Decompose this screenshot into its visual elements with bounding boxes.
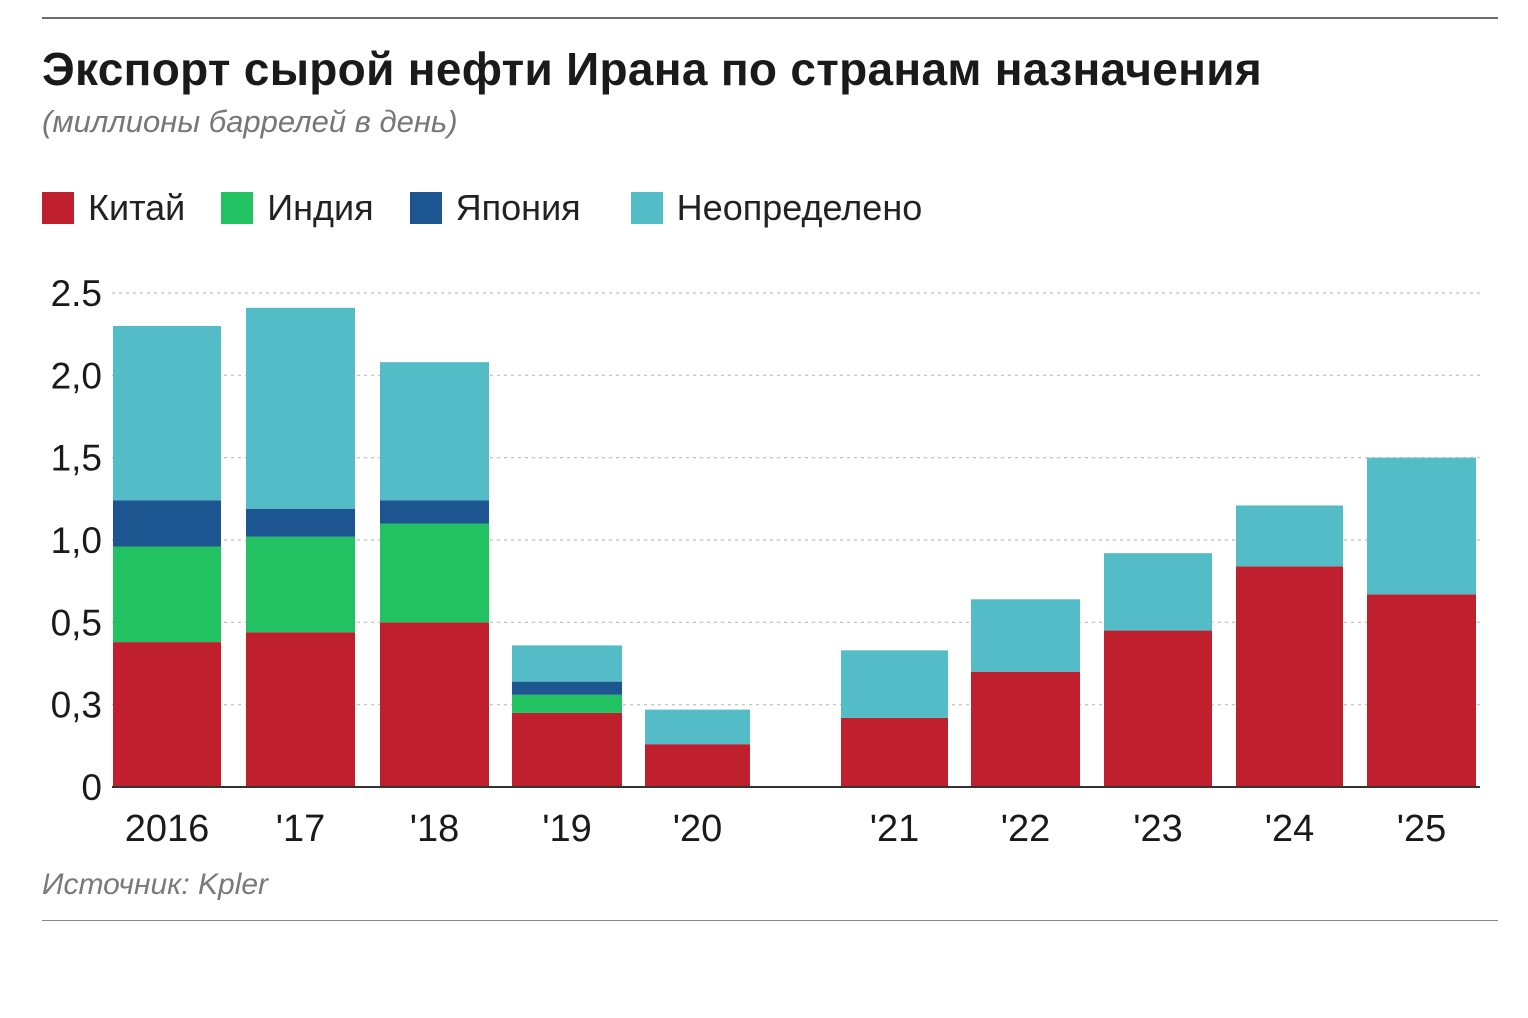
bar-segment-undetermined-9 bbox=[1367, 457, 1476, 595]
bar-segment-china-0 bbox=[113, 642, 221, 787]
y-tick-label-2: 0,5 bbox=[51, 602, 102, 643]
legend-swatch-undetermined bbox=[630, 192, 663, 224]
x-tick-label-1: '17 bbox=[276, 808, 326, 850]
x-tick-label-0: 2016 bbox=[125, 808, 210, 850]
bar-segment-china-8 bbox=[1236, 566, 1343, 787]
legend-swatch-china bbox=[42, 192, 74, 224]
legend-label-japan: Япония bbox=[455, 187, 581, 228]
x-tick-label-8: '24 bbox=[1265, 808, 1315, 850]
legend-swatch-india bbox=[221, 192, 254, 224]
legend-label-india: Индия bbox=[267, 187, 374, 228]
legend-item-undetermined: Неопределено bbox=[630, 187, 923, 229]
y-tick-label-4: 1,5 bbox=[51, 438, 102, 479]
y-tick-label-0: 0 bbox=[81, 767, 102, 808]
bottom-rule bbox=[42, 920, 1498, 921]
bar-segment-india-2 bbox=[380, 523, 489, 623]
x-tick-label-6: '22 bbox=[1001, 808, 1051, 850]
bar-segment-undetermined-0 bbox=[113, 325, 221, 501]
bar-segment-japan-3 bbox=[512, 681, 622, 695]
bar-segment-india-3 bbox=[512, 694, 622, 713]
chart-subtitle: (миллионы баррелей в день) bbox=[42, 104, 458, 139]
legend-item-india: Индия bbox=[221, 187, 374, 229]
x-tick-label-3: '19 bbox=[542, 808, 592, 850]
bar-segment-china-9 bbox=[1367, 594, 1476, 787]
bar-segment-undetermined-3 bbox=[512, 645, 622, 682]
x-tick-label-7: '23 bbox=[1133, 808, 1183, 850]
bar-segment-china-3 bbox=[512, 712, 622, 787]
bar-segment-undetermined-2 bbox=[380, 362, 489, 501]
bar-segment-china-7 bbox=[1104, 630, 1212, 787]
y-tick-label-6: 2.5 bbox=[51, 273, 102, 314]
bar-segment-undetermined-7 bbox=[1104, 553, 1212, 631]
bar-segment-india-1 bbox=[246, 536, 355, 633]
bar-segment-japan-1 bbox=[246, 508, 355, 537]
x-tick-label-4: '20 bbox=[673, 808, 723, 850]
x-tick-label-2: '18 bbox=[410, 808, 460, 850]
legend-item-china: Китай bbox=[42, 187, 185, 229]
bar-segment-china-1 bbox=[246, 632, 355, 787]
legend-swatch-japan bbox=[409, 192, 442, 224]
legend-item-japan: Япония bbox=[409, 187, 581, 229]
x-tick-label-9: '25 bbox=[1397, 808, 1447, 850]
bar-segment-china-5 bbox=[841, 717, 948, 787]
bar-segment-undetermined-1 bbox=[246, 307, 355, 509]
y-tick-label-1: 0,3 bbox=[51, 685, 102, 726]
legend-label-undetermined: Неопределено bbox=[676, 187, 923, 228]
bar-segment-undetermined-8 bbox=[1236, 505, 1343, 567]
legend-label-china: Китай bbox=[88, 187, 186, 228]
chart-title: Экспорт сырой нефти Ирана по странам наз… bbox=[42, 43, 1262, 95]
bar-segment-japan-2 bbox=[380, 500, 489, 524]
source-note: Источник: Kpler bbox=[42, 868, 269, 901]
bar-segment-china-2 bbox=[380, 622, 489, 787]
bar-segment-undetermined-5 bbox=[841, 650, 948, 718]
bar-segment-china-4 bbox=[645, 744, 750, 787]
bar-segment-china-6 bbox=[971, 671, 1080, 787]
bar-segment-japan-0 bbox=[113, 500, 221, 547]
x-tick-label-5: '21 bbox=[870, 808, 920, 850]
bar-segment-india-0 bbox=[113, 546, 221, 643]
top-rule bbox=[42, 17, 1498, 19]
bar-segment-undetermined-6 bbox=[971, 599, 1080, 672]
y-tick-label-3: 1,0 bbox=[51, 520, 102, 561]
legend: Китай Индия Япония Неопределено bbox=[42, 186, 958, 230]
y-tick-label-5: 2,0 bbox=[51, 355, 102, 396]
bar-segment-undetermined-4 bbox=[645, 709, 750, 745]
